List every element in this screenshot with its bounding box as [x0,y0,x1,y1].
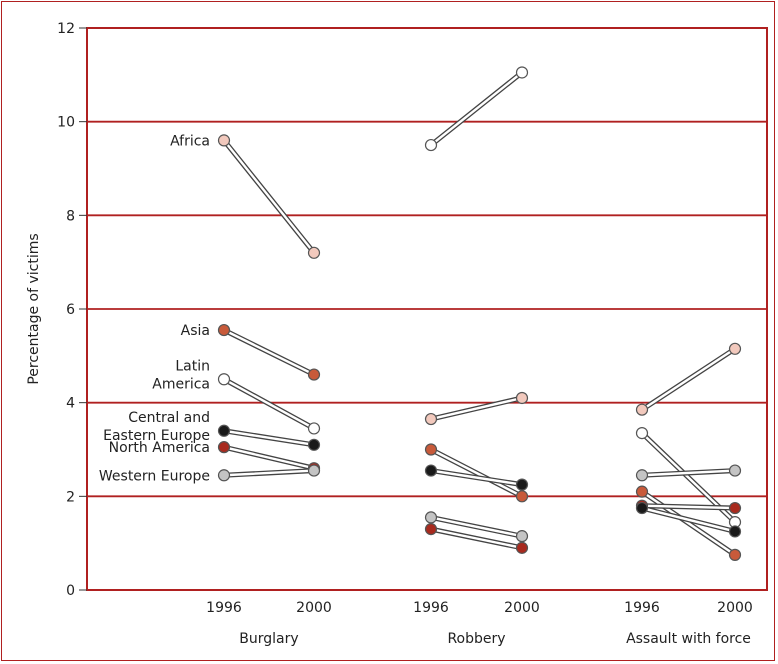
connector-line [222,469,316,477]
data-point [307,368,321,381]
data-point [307,438,321,451]
connector-line [222,445,316,470]
data-point [217,323,231,337]
y-axis-title: Percentage of victims [26,233,42,384]
series-label: Africa [170,133,210,149]
connector-line [429,448,524,498]
data-point [515,391,529,405]
y-tick-label: 8 [66,208,75,224]
y-axis-ticks: 0 2 4 6 8 10 12 [57,21,87,599]
connector-line [222,378,316,430]
data-point [515,530,529,543]
data-point [728,548,742,561]
y-tick-label: 12 [57,21,75,37]
series-label: Western Europe [99,468,210,484]
data-point [728,342,742,355]
data-point [424,443,438,456]
data-point [307,464,321,477]
data-point [635,501,649,515]
connector-line [222,429,316,447]
data-point [728,464,742,477]
data-point [635,403,649,416]
y-tick-label: 10 [57,115,75,131]
series-label: North America [109,440,210,456]
y-tick-label: 6 [66,302,75,318]
series-label: Central and [128,410,210,426]
category-label: Burglary [239,631,298,647]
data-point [307,422,321,435]
x-tick-label: 1996 [624,600,660,616]
series-label: Asia [181,323,210,339]
data-point [217,424,231,437]
connector-line [640,469,737,477]
connector-line [222,139,316,255]
connector-line [640,347,737,411]
data-point [515,66,529,79]
x-tick-label: 2000 [296,600,332,616]
x-tick-label: 1996 [413,600,449,616]
data-point [424,464,438,477]
series-connectors [221,69,738,558]
category-labels: Burglary Robbery Assault with force [239,631,751,647]
data-point [424,523,438,536]
y-tick-label: 2 [66,489,75,505]
y-tick-label: 4 [66,396,75,412]
data-point [728,501,742,515]
data-point [307,246,321,259]
data-point [424,138,438,152]
data-point [217,373,231,386]
connector-line [429,527,524,550]
connector-line [429,469,524,486]
data-point [515,490,529,503]
data-point [515,478,529,491]
data-points [217,66,742,561]
connector-line [640,506,737,533]
connector-line [429,396,524,421]
data-point [424,412,438,426]
data-point [217,469,231,482]
x-tick-label: 2000 [717,600,753,616]
data-point [635,485,649,498]
y-tick-label: 0 [66,583,75,599]
connector-line [222,328,316,376]
data-point [635,469,649,482]
data-point [217,134,231,147]
data-point [728,525,742,538]
data-point [635,427,649,440]
series-label: Eastern Europe [103,428,210,444]
connector-line [429,71,524,147]
connector-line [640,490,737,557]
connector-line [640,504,737,510]
data-point [217,441,231,454]
x-axis-ticks: 1996 2000 1996 2000 1996 2000 [206,600,753,616]
x-tick-label: 2000 [504,600,540,616]
series-labels: Africa Asia Latin America Central and Eastern… [99,133,210,484]
category-label: Assault with force [626,631,751,647]
connector-line [429,516,524,538]
series-label: America [152,376,210,392]
series-label: Latin [175,358,210,374]
category-label: Robbery [447,631,505,647]
data-point [515,541,529,554]
data-point [424,511,438,524]
x-tick-label: 1996 [206,600,242,616]
